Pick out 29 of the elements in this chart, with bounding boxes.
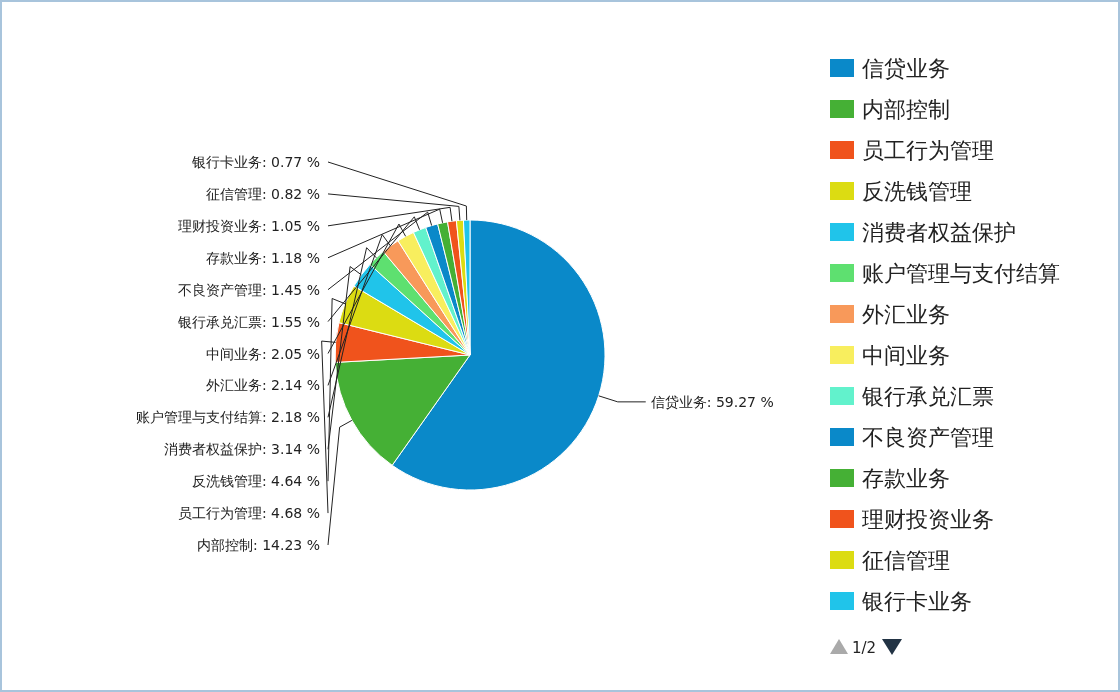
legend-label: 存款业务 (862, 466, 950, 491)
category-label: 员工行为管理: 4.68 % (177, 505, 320, 522)
legend-label: 员工行为管理 (862, 138, 994, 163)
category-label: 内部控制: 14.23 % (197, 537, 320, 553)
legend-label: 银行卡业务 (861, 589, 972, 614)
legend-label: 消费者权益保护 (862, 220, 1016, 245)
category-label: 银行承兑汇票: 1.55 % (177, 313, 320, 330)
legend-label: 内部控制 (862, 97, 950, 122)
category-label: 理财投资业务: 1.05 % (177, 217, 320, 234)
text: 1/2 (852, 639, 877, 657)
legend-label: 理财投资业务 (862, 507, 994, 532)
category-label: 征信管理: 0.82 % (205, 185, 320, 202)
legend-label: 中间业务 (862, 343, 950, 368)
legend-label: 征信管理 (862, 548, 950, 573)
category-label: 反洗钱管理: 4.64 % (191, 473, 320, 490)
category-label: 银行卡业务: 0.77 % (191, 154, 320, 170)
category-label: 外汇业务: 2.14 % (205, 377, 320, 394)
legend-label: 银行承兑汇票 (861, 384, 994, 409)
category-label: 不良资产管理: 1.45 % (177, 281, 320, 298)
legend-label: 信贷业务 (862, 56, 950, 81)
category-label: 信贷业务: 59.27 % (650, 393, 774, 410)
legend-label: 反洗钱管理 (862, 179, 972, 204)
category-label: 账户管理与支付结算: 2.18 % (135, 409, 320, 426)
category-label: 消费者权益保护: 3.14 % (163, 441, 320, 458)
category-label: 中间业务: 2.05 % (205, 345, 320, 362)
legend-label: 不良资产管理 (862, 425, 994, 450)
category-label: 存款业务: 1.18 % (205, 249, 320, 266)
legend-label: 账户管理与支付结算 (862, 261, 1060, 286)
legend-label: 外汇业务 (862, 302, 950, 327)
